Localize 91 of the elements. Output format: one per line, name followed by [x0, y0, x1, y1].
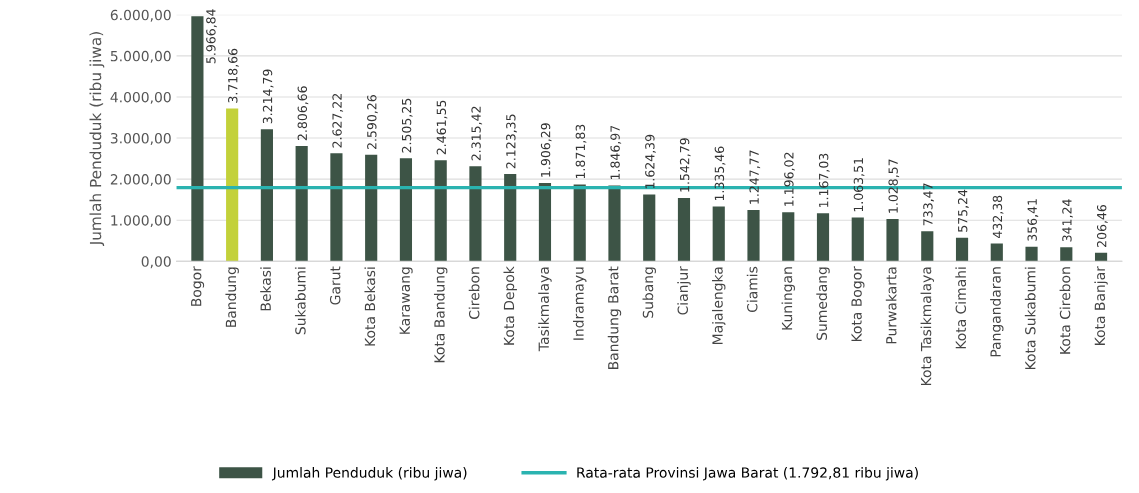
x-tick-label: Kota Bogor	[851, 266, 865, 342]
x-tick-label: Kota Cirebon	[1059, 267, 1071, 354]
bar	[712, 206, 725, 262]
y-tick-label: 1.000,00	[111, 215, 171, 228]
x-tick-label: Subang	[642, 267, 656, 318]
bar	[747, 210, 760, 262]
bar	[921, 231, 934, 262]
data-label: 2.627,22	[332, 94, 344, 148]
data-label: 1.906,29	[540, 123, 552, 177]
bar	[260, 129, 273, 262]
data-label: 3.718,66	[228, 48, 239, 103]
x-tick-label: Kota Bekasi	[364, 267, 376, 346]
bar	[226, 108, 239, 262]
bar	[1094, 252, 1108, 262]
bar	[816, 213, 830, 262]
bar	[677, 197, 691, 262]
bar	[330, 153, 343, 262]
x-tick-label: Pangandaran	[990, 267, 1004, 357]
x-tick-label: Sumedang	[816, 267, 830, 340]
data-label: 206,46	[1096, 204, 1108, 247]
x-tick-label: Bekasi	[260, 267, 271, 311]
x-tick-label: Kota Tasikmalaya	[920, 267, 934, 386]
bar	[399, 158, 413, 262]
x-tick-label: Kota Sukabumi	[1024, 267, 1036, 370]
data-label: 356,41	[1027, 199, 1039, 241]
x-tick-label: Kota Bandung	[433, 267, 448, 363]
data-label: 1.542,79	[679, 138, 691, 192]
bar	[365, 154, 378, 262]
bar	[573, 184, 586, 262]
x-tick-label: Ciamis	[746, 266, 758, 313]
bar	[886, 219, 899, 262]
data-label: 2.505,25	[401, 98, 413, 153]
bar	[1025, 246, 1038, 262]
y-axis-title: Jumlah Penduduk (ribu jiwa)	[89, 32, 105, 247]
x-tick-label: Cianjur	[677, 266, 691, 315]
data-label: 1.846,97	[610, 125, 622, 180]
x-tick-label: Indramayu	[573, 267, 587, 340]
x-tick-label: Tasikmalaya	[538, 267, 552, 352]
x-tick-label: Bogor	[191, 266, 205, 306]
data-label: 1.028,57	[888, 159, 900, 213]
y-tick-label: 3.000,00	[110, 133, 171, 145]
y-tick-label: 6.000,00	[110, 9, 171, 22]
legend-label: Jumlah Penduduk (ribu jiwa)	[271, 467, 467, 481]
y-tick-label: 4.000,00	[110, 91, 171, 104]
bar	[990, 243, 1003, 262]
y-tick-label: 0,00	[141, 256, 171, 269]
x-tick-label: Bandung	[225, 267, 239, 327]
bar	[955, 237, 969, 262]
x-tick-label: Cirebon	[468, 267, 480, 319]
data-label: 341,24	[1062, 199, 1073, 242]
bar	[434, 160, 447, 262]
data-label: 733,47	[923, 183, 934, 226]
x-tick-label: Kota Depok	[503, 266, 517, 345]
data-label: 2.315,42	[471, 106, 483, 161]
bar	[851, 217, 864, 262]
data-label: 1.167,03	[818, 153, 830, 208]
x-tick-label: Karawang	[399, 267, 413, 334]
x-tick-label: Bandung Barat	[607, 266, 622, 369]
x-tick-label: Kota Cimahi	[955, 267, 967, 349]
bar	[469, 166, 482, 262]
data-label: 1.335,46	[714, 146, 726, 201]
y-tick-label: 5.000,00	[110, 50, 171, 63]
bar	[295, 145, 308, 262]
bar	[643, 194, 656, 262]
data-label: 3.214,79	[262, 69, 274, 124]
x-tick-label: Sukabumi	[294, 267, 306, 335]
data-label: 2.806,66	[297, 86, 309, 141]
data-label: 1.624,39	[645, 134, 656, 189]
bar	[191, 16, 204, 262]
data-label: 1.063,51	[853, 158, 865, 212]
data-label: 1.871,83	[575, 124, 587, 179]
bar	[1060, 247, 1073, 262]
data-label: 1.247,77	[749, 150, 761, 204]
x-tick-label: Kota Banjar	[1094, 266, 1108, 345]
x-tick-label: Majalengka	[712, 267, 726, 344]
data-label: 575,24	[957, 189, 969, 232]
data-label: 1.196,02	[784, 152, 795, 206]
x-tick-label: Garut	[329, 266, 341, 305]
x-tick-label: Purwakarta	[885, 267, 897, 344]
bar	[538, 182, 552, 262]
bar	[608, 185, 621, 262]
data-label: 5.966,84	[206, 9, 217, 64]
data-label: 432,38	[992, 195, 1004, 238]
legend-label: Rata-rata Provinsi Jawa Barat (1.792,81 ribu jiwa)	[577, 467, 918, 481]
data-label: 2.590,26	[367, 95, 378, 150]
data-label: 2.123,35	[506, 114, 517, 169]
bar	[504, 174, 517, 262]
data-label: 2.461,55	[436, 100, 448, 155]
x-tick-label: Kuningan	[781, 267, 795, 330]
y-tick-label: 2.000,00	[110, 174, 171, 187]
bar	[782, 212, 795, 262]
